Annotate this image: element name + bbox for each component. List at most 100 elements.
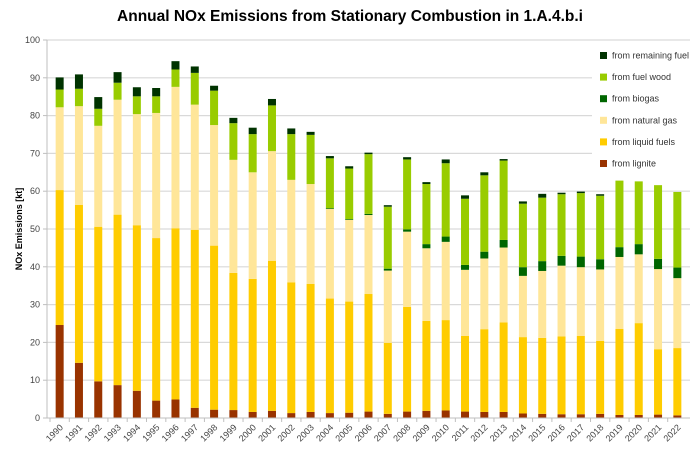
bar-segment-from-remaining-fuel-2002 (287, 128, 296, 135)
bar-segment-from-natural-gas-1996 (171, 86, 180, 229)
bar-segment-from-lignite-2006 (364, 411, 373, 418)
legend-item: from fuel wood (600, 72, 671, 82)
legend-swatch (600, 138, 607, 146)
x-tick-label: 2007 (372, 422, 393, 443)
bar-segment-from-lignite-2011 (461, 411, 470, 418)
legend-label: from biogas (612, 94, 660, 104)
bar-stack-2006 (364, 152, 373, 418)
bar-segment-from-natural-gas-2017 (576, 267, 585, 336)
bar-stack-2021 (654, 185, 663, 418)
bar-segment-from-fuel-wood-1998 (210, 90, 219, 126)
bar-segment-from-natural-gas-2010 (441, 241, 450, 321)
bar-stack-2008 (403, 157, 412, 418)
x-tick-label: 2009 (411, 422, 432, 443)
bar-segment-from-lignite-2009 (422, 410, 431, 418)
bar-segment-from-remaining-fuel-2016 (557, 192, 566, 195)
bar-segment-from-liquid-fuels-2014 (518, 337, 527, 414)
bar-segment-from-remaining-fuel-2014 (518, 201, 527, 204)
x-tick-label: 1990 (44, 422, 65, 443)
bar-segment-from-lignite-2012 (480, 411, 489, 418)
bar-segment-from-lignite-2010 (441, 410, 450, 418)
legend: from remaining fuel from fuel wood from bi… (592, 46, 700, 172)
bar-segment-from-natural-gas-2018 (596, 269, 605, 341)
y-axis-label: NOx Emissions [kt] (14, 188, 24, 271)
bar-segment-from-natural-gas-2019 (615, 256, 624, 329)
x-tick-label: 2012 (468, 422, 489, 443)
x-tick-label: 2017 (565, 422, 586, 443)
bar-segment-from-liquid-fuels-2004 (325, 298, 334, 414)
bar-segment-from-lignite-2004 (325, 413, 334, 418)
bar-segment-from-lignite-1990 (55, 325, 64, 418)
bar-segment-from-liquid-fuels-2002 (287, 282, 296, 414)
bar-segment-from-natural-gas-1992 (94, 125, 103, 227)
bar-segment-from-liquid-fuels-1994 (132, 225, 141, 391)
bar-segment-from-lignite-1998 (210, 409, 219, 418)
legend-item: from natural gas (600, 115, 678, 125)
bar-segment-from-remaining-fuel-2017 (576, 191, 585, 194)
bar-segment-from-fuel-wood-2016 (557, 194, 566, 256)
x-tick-label: 2014 (507, 422, 528, 443)
y-tick-label: 30 (30, 300, 40, 310)
bar-segment-from-lignite-2001 (267, 410, 276, 418)
x-tick-label: 2015 (526, 422, 547, 443)
bar-segment-from-biogas-2015 (538, 261, 547, 271)
x-tick-label: 2006 (353, 422, 374, 443)
bar-stack-2004 (325, 156, 334, 418)
bar-segment-from-natural-gas-2014 (518, 275, 527, 338)
bar-segment-from-remaining-fuel-2001 (267, 98, 276, 106)
bar-segment-from-natural-gas-1998 (210, 125, 219, 246)
bar-segment-from-liquid-fuels-1997 (190, 229, 199, 408)
bar-segment-from-fuel-wood-2005 (345, 168, 354, 220)
x-tick-label: 2003 (295, 422, 316, 443)
bar-segment-from-biogas-2021 (654, 258, 663, 270)
bar-segment-from-fuel-wood-2011 (461, 198, 470, 265)
bar-segment-from-lignite-2021 (654, 414, 663, 418)
bar-segment-from-fuel-wood-1994 (132, 96, 141, 115)
bar-segment-from-fuel-wood-2013 (499, 160, 508, 240)
chart-title: Annual NOx Emissions from Stationary Com… (117, 8, 583, 25)
bar-segment-from-natural-gas-2001 (267, 151, 276, 261)
bar-segment-from-natural-gas-1999 (229, 159, 238, 273)
bar-stack-1998 (210, 85, 219, 418)
bar-segment-from-lignite-1999 (229, 410, 238, 418)
bar-segment-from-lignite-2020 (634, 414, 643, 418)
bar-segment-from-remaining-fuel-2011 (461, 195, 470, 199)
bar-segment-from-biogas-2011 (461, 264, 470, 270)
bar-segment-from-natural-gas-1990 (55, 107, 64, 191)
bar-stack-2014 (518, 201, 527, 418)
x-axis-ticks: 1990199119921993199419951996199719981999… (44, 418, 683, 444)
legend-swatch (600, 95, 607, 103)
bar-stack-2015 (538, 193, 547, 418)
bar-segment-from-lignite-1992 (94, 381, 103, 418)
legend-item: from liquid fuels (600, 137, 676, 147)
bar-segment-from-fuel-wood-2014 (518, 203, 527, 268)
bar-stack-2005 (345, 166, 354, 418)
y-tick-label: 90 (30, 73, 40, 83)
bar-segment-from-biogas-2017 (576, 256, 585, 268)
bar-stack-2013 (499, 159, 508, 418)
bar-segment-from-fuel-wood-2000 (248, 134, 257, 173)
bar-segment-from-lignite-2007 (383, 413, 392, 418)
bar-segment-from-biogas-2006 (364, 213, 373, 216)
bar-stack-1995 (152, 88, 161, 418)
legend-label: from fuel wood (612, 72, 671, 82)
bar-segment-from-liquid-fuels-2009 (422, 320, 431, 411)
bar-segment-from-remaining-fuel-1993 (113, 72, 122, 83)
bar-segment-from-fuel-wood-2017 (576, 193, 585, 257)
bar-segment-from-biogas-2009 (422, 244, 431, 249)
legend-swatch (600, 73, 607, 81)
bar-segment-from-liquid-fuels-2007 (383, 342, 392, 414)
y-tick-label: 20 (30, 337, 40, 347)
x-tick-label: 1996 (160, 422, 181, 443)
bar-segment-from-natural-gas-2020 (634, 254, 643, 324)
legend-label: from lignite (612, 159, 656, 169)
bar-segment-from-natural-gas-2013 (499, 247, 508, 323)
bar-segment-from-liquid-fuels-2020 (634, 323, 643, 415)
bar-segment-from-fuel-wood-2022 (673, 191, 682, 268)
bar-stack-1997 (190, 66, 199, 418)
bar-segment-from-natural-gas-2006 (364, 215, 373, 295)
legend-swatch (600, 52, 607, 59)
bar-segment-from-liquid-fuels-2001 (267, 260, 276, 411)
bar-segment-from-remaining-fuel-2010 (441, 159, 450, 164)
bar-segment-from-remaining-fuel-1997 (190, 66, 199, 73)
